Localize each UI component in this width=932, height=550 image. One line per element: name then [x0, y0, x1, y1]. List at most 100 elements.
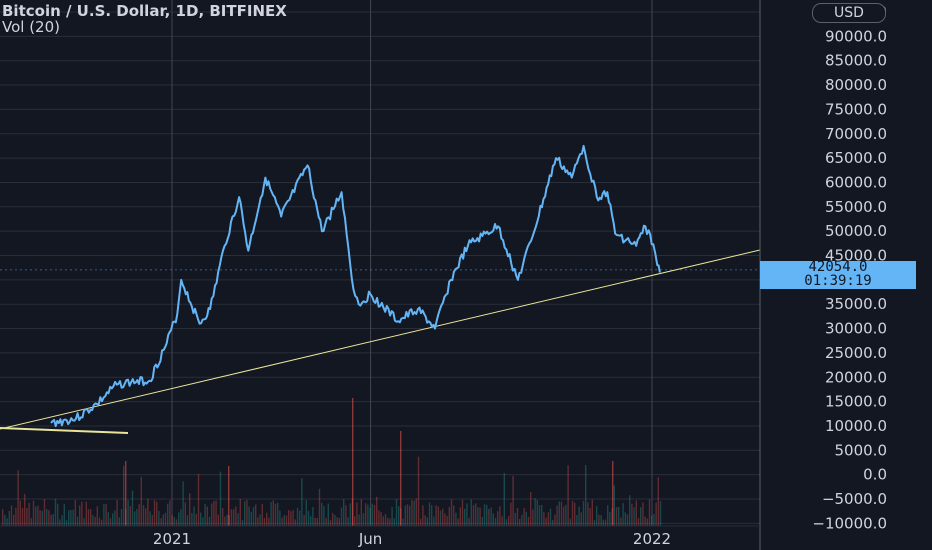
volume-bar: [395, 499, 398, 526]
volume-bar: [10, 505, 13, 526]
time-axis[interactable]: 2021 Jun 2022: [0, 525, 760, 548]
volume-bar: [193, 506, 195, 526]
volume-bar: [246, 499, 248, 526]
volume-bar: [387, 517, 389, 526]
volume-bar: [497, 511, 499, 526]
volume-bar: [37, 505, 39, 526]
short-trendline[interactable]: [0, 427, 129, 434]
volume-bar: [483, 504, 486, 526]
volume-bar: [492, 513, 494, 526]
volume-bar: [409, 505, 411, 526]
volume-bar: [24, 493, 26, 526]
volume-bar: [426, 517, 428, 526]
volume-bar: [620, 517, 622, 526]
volume-bar: [285, 515, 288, 526]
volume-bar: [28, 502, 30, 526]
volume-bar: [488, 508, 490, 526]
volume-bar: [17, 470, 19, 526]
volume-bar: [301, 478, 303, 526]
price-axis-tick-label: 90000.0: [825, 27, 887, 45]
volume-bar: [274, 503, 277, 526]
volume-bar: [651, 515, 653, 526]
volume-bars: [2, 398, 662, 526]
volume-bar: [479, 507, 481, 526]
price-line[interactable]: [50, 144, 661, 428]
volume-bar: [598, 514, 600, 526]
volume-bar: [98, 517, 101, 526]
volume-bar: [527, 516, 530, 526]
volume-bar: [558, 501, 560, 526]
volume-bar: [83, 518, 85, 526]
volume-bar: [160, 518, 162, 526]
price-axis-tick-label: 75000.0: [825, 100, 887, 118]
volume-bar: [116, 500, 118, 526]
volume-bar: [457, 518, 459, 526]
volume-bar: [358, 514, 360, 526]
currency-button[interactable]: USD: [812, 3, 886, 23]
volume-bar: [362, 513, 365, 526]
volume-bar: [63, 503, 65, 526]
volume-bar: [32, 500, 35, 526]
volume-bar: [437, 506, 439, 526]
volume-bar: [164, 512, 167, 526]
grid: [0, 0, 760, 526]
volume-bar: [439, 510, 442, 526]
support-trendline[interactable]: [0, 249, 761, 430]
volume-bar: [239, 498, 241, 526]
volume-bar: [279, 510, 281, 526]
volume-bar: [261, 503, 263, 526]
volume-bar: [230, 509, 233, 526]
volume-bar: [107, 512, 109, 526]
volume-indicator-label[interactable]: Vol (20): [2, 18, 61, 36]
volume-bar: [435, 505, 437, 526]
volume-bar: [59, 519, 61, 526]
volume-bar: [635, 500, 637, 526]
volume-bar: [197, 473, 200, 526]
volume-bar: [461, 499, 464, 526]
volume-bar: [602, 519, 604, 526]
volume-bar: [567, 465, 569, 526]
volume-bar: [211, 503, 213, 526]
volume-bar: [591, 499, 593, 526]
volume-bar: [153, 500, 156, 526]
volume-bar: [272, 500, 274, 526]
volume-bar: [94, 516, 96, 526]
volume-bar: [549, 508, 552, 526]
volume-bar: [486, 504, 488, 526]
volume-bar: [525, 511, 527, 526]
volume-bar: [228, 466, 230, 526]
volume-bar: [180, 509, 182, 526]
bar-countdown: 01:39:19: [804, 273, 872, 289]
volume-bar: [226, 514, 228, 526]
volume-bar: [424, 515, 426, 526]
volume-bar: [303, 514, 305, 526]
volume-bar: [582, 500, 585, 526]
volume-bar: [147, 498, 149, 526]
volume-bar: [648, 499, 651, 526]
volume-bar: [244, 501, 246, 526]
volume-bar: [325, 517, 327, 526]
volume-bar: [646, 518, 648, 526]
volume-bar: [345, 505, 347, 526]
volume-bar: [624, 512, 626, 526]
volume-bar: [574, 502, 576, 526]
volume-bar: [142, 505, 145, 526]
volume-bar: [224, 516, 226, 526]
price-axis-tick-label: 5000.0: [835, 441, 888, 459]
volume-bar: [556, 505, 558, 526]
price-axis-tick-label: 25000.0: [825, 344, 887, 362]
volume-bar: [510, 502, 512, 526]
volume-bar: [162, 514, 164, 526]
volume-bar: [633, 507, 635, 526]
volume-bar: [349, 503, 351, 526]
volume-bar: [571, 500, 574, 526]
volume-bar: [169, 500, 171, 526]
volume-bar: [255, 504, 257, 526]
volume-bar: [252, 506, 255, 526]
volume-bar: [380, 512, 382, 526]
volume-bar: [101, 519, 103, 526]
volume-bar: [92, 514, 94, 526]
volume-bar: [411, 500, 413, 526]
price-axis-tick-label: 80000.0: [825, 76, 887, 94]
volume-bar: [494, 517, 497, 526]
